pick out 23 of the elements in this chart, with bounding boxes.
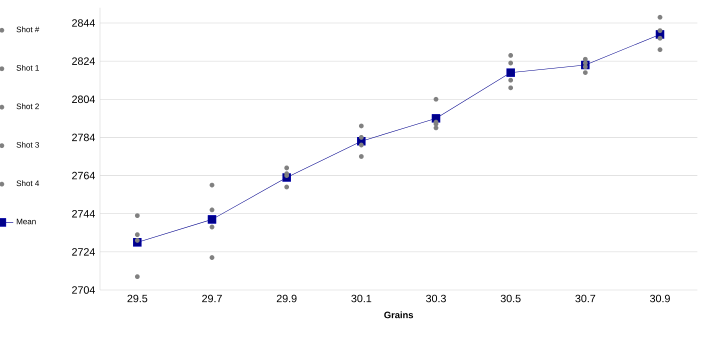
x-tick-label: 30.1: [351, 294, 372, 302]
legend-label: Shot 1: [16, 64, 39, 71]
x-tick-label: 29.7: [202, 294, 222, 302]
y-tick-label: 2744: [72, 210, 95, 218]
y-tick-label: 2824: [72, 57, 95, 65]
legend-label: Mean: [16, 218, 36, 224]
x-tick-label: 30.5: [500, 294, 521, 302]
y-tick-label: 2804: [72, 96, 95, 104]
y-tick-label: 2844: [72, 19, 95, 27]
x-tick-label: 30.9: [650, 294, 670, 302]
y-tick-label: 2764: [72, 172, 95, 180]
x-axis-title: Grains: [384, 311, 414, 318]
x-tick-label: 30.7: [575, 294, 596, 302]
x-tick-label: 29.9: [276, 294, 297, 302]
legend-label: Shot 2: [16, 103, 39, 110]
legend-label: Shot #: [16, 26, 40, 32]
x-tick-label: 29.5: [128, 294, 148, 302]
legend-label: Shot 3: [16, 142, 39, 148]
y-tick-label: 2784: [72, 134, 95, 142]
y-tick-label: 2724: [72, 248, 95, 256]
y-tick-label: 2704: [72, 286, 95, 294]
legend-label: Shot 4: [16, 180, 40, 186]
x-tick-label: 30.3: [426, 294, 446, 302]
